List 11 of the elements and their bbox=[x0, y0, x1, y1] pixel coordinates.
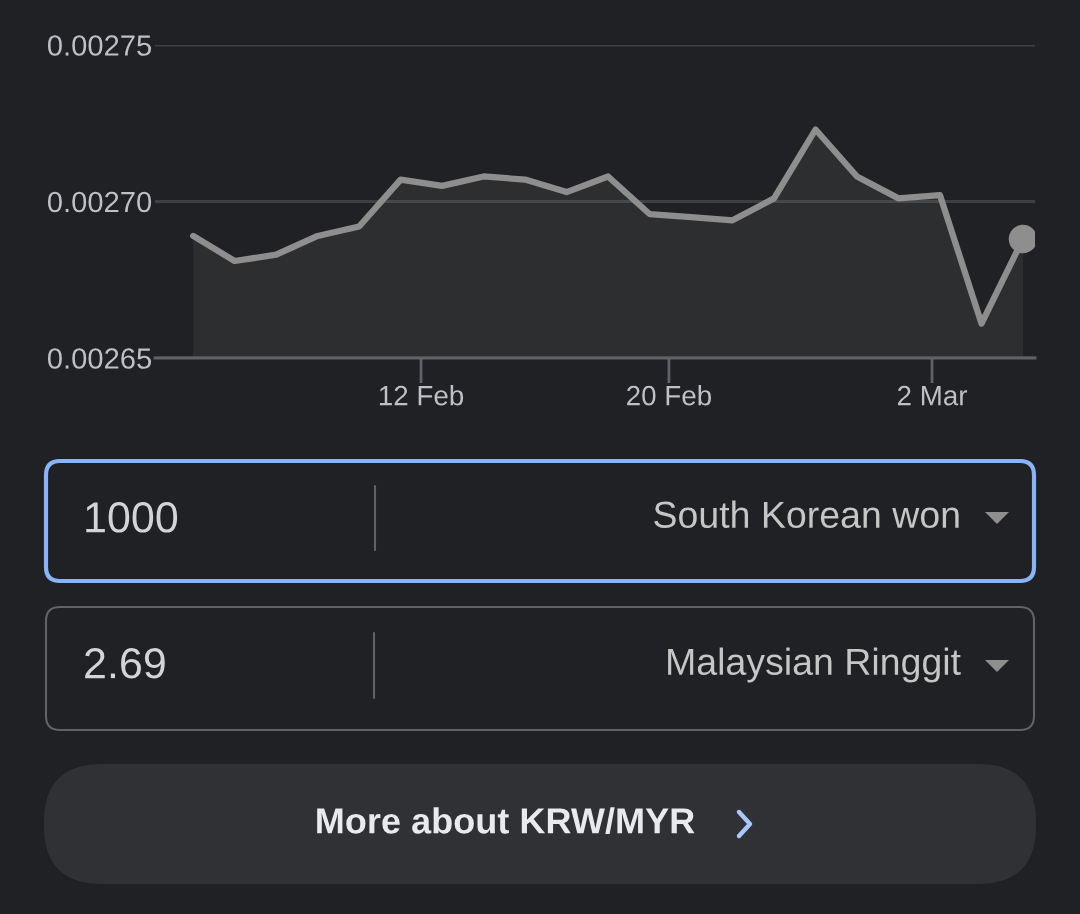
y-tick-label: 0.00275 bbox=[47, 35, 152, 56]
text: 2 Mar bbox=[897, 385, 968, 406]
y-tick-label: 0.00265 bbox=[47, 348, 152, 369]
text: 1000 bbox=[86, 502, 178, 533]
text: 2.69 bbox=[85, 648, 165, 679]
text: Malaysian Ringgit bbox=[668, 647, 961, 683]
y-tick-label: 0.00270 bbox=[47, 191, 152, 213]
text: 20 Feb bbox=[627, 385, 711, 406]
text: More about KRW/MYR bbox=[317, 807, 695, 835]
text: South Korean won bbox=[654, 500, 959, 529]
text: 12 Feb bbox=[379, 385, 464, 406]
